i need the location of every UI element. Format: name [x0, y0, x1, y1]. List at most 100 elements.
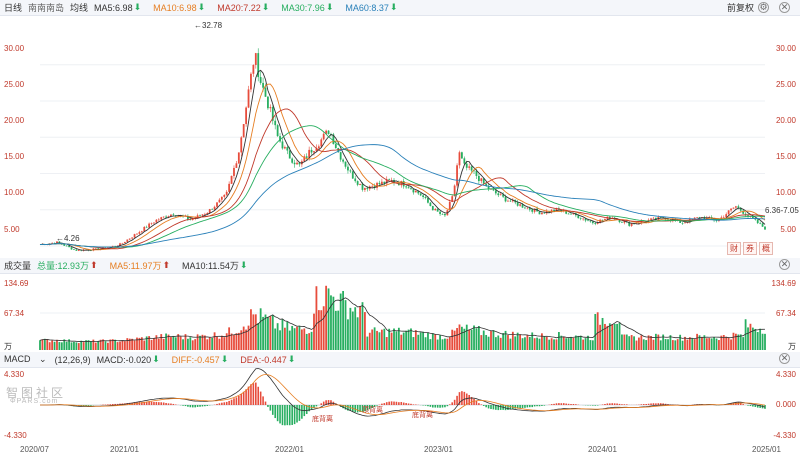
ma-selector[interactable]: 均线: [70, 3, 89, 13]
volume-bar: [286, 321, 289, 350]
macd-chart[interactable]: [0, 368, 800, 442]
price-axis-left-label: 5.00: [4, 225, 20, 234]
macd-bar: [570, 404, 572, 405]
candle-body: [293, 162, 296, 165]
candle-body: [252, 64, 255, 74]
candle-body: [448, 201, 451, 211]
volume-chart[interactable]: [0, 274, 800, 352]
candle-body: [431, 206, 434, 211]
candle-body: [310, 149, 313, 153]
candle-body: [516, 202, 519, 206]
candle-body: [126, 239, 129, 242]
volume-bar: [102, 339, 104, 350]
volume-bar: [596, 312, 599, 350]
volume-bar: [94, 342, 97, 350]
volume-bar: [412, 337, 415, 350]
macd-bar: [504, 405, 507, 411]
price-axis-left-label: 15.00: [4, 152, 25, 161]
candle-body: [579, 218, 582, 219]
price-axis-right-label: 20.00: [775, 116, 796, 125]
volume-title[interactable]: 成交量: [4, 261, 32, 271]
period-selector[interactable]: 日线: [4, 3, 23, 13]
macd-bar: [305, 405, 308, 415]
macd-bar: [218, 403, 221, 405]
candle-body: [184, 216, 187, 217]
candle-body: [388, 179, 391, 180]
volume-bar: [364, 312, 366, 350]
macd-bar: [521, 405, 524, 409]
price-chart[interactable]: [0, 16, 800, 260]
volume-bar: [276, 323, 279, 350]
volume-bar: [536, 337, 538, 350]
volume-bar: [344, 300, 347, 350]
ma5-value: MA5:6.98: [94, 2, 133, 13]
candle-body: [725, 214, 728, 218]
macd-bar: [468, 394, 470, 405]
volume-bar: [245, 329, 248, 350]
macd-bar: [172, 403, 175, 405]
volume-bar: [463, 328, 466, 350]
candle-body: [565, 210, 568, 214]
macd-bar: [204, 405, 206, 407]
candle-body: [453, 185, 456, 197]
macd-bar: [184, 405, 187, 407]
volume-bar: [376, 330, 378, 350]
candle-body: [596, 223, 599, 224]
macd-bar: [424, 405, 427, 406]
volume-bar: [720, 335, 723, 350]
concept-tag[interactable]: 概: [759, 242, 773, 255]
volume-bar: [138, 337, 141, 350]
candle-body: [157, 219, 160, 221]
settings-icon[interactable]: ⚙: [758, 2, 769, 13]
bond-tag[interactable]: 券: [743, 242, 757, 255]
close-icon[interactable]: ✕: [779, 353, 790, 364]
volume-bar: [560, 335, 563, 350]
x-axis-label: 2024/01: [588, 445, 617, 454]
macd-bar: [659, 403, 662, 405]
volume-bar: [390, 332, 393, 350]
volume-bar: [177, 334, 180, 350]
macd-annotation: 顶背离: [362, 407, 383, 414]
volume-bar: [359, 306, 361, 350]
macd-title[interactable]: MACD ⌄: [4, 354, 47, 364]
volume-bar: [51, 340, 54, 350]
candle-body: [315, 148, 318, 152]
close-icon[interactable]: ✕: [779, 2, 790, 13]
volume-bar: [334, 310, 337, 350]
candle-body: [68, 245, 70, 248]
candle-body: [233, 167, 235, 176]
close-icon[interactable]: ✕: [779, 259, 790, 270]
volume-bar: [504, 330, 507, 350]
volume-bar: [715, 338, 718, 350]
macd-bar: [138, 402, 141, 405]
macd-bar: [313, 405, 315, 408]
macd-axis-bottom: -4.330: [4, 431, 27, 440]
candle-body: [371, 186, 374, 187]
macd-params[interactable]: (12,26,9): [54, 354, 91, 365]
macd-bar: [747, 405, 749, 406]
macd-bar: [415, 404, 417, 405]
candle-body: [667, 219, 669, 221]
finance-tag[interactable]: 财: [727, 242, 741, 255]
candle-body: [497, 193, 500, 196]
macd-bar: [647, 403, 650, 405]
volume-bar: [305, 333, 308, 350]
candle-body: [237, 152, 240, 164]
macd-bar: [575, 404, 577, 405]
volume-bar: [710, 338, 713, 350]
volume-bar: [684, 336, 686, 350]
volume-bar: [550, 338, 553, 350]
macd-bar: [276, 405, 279, 422]
macd-bar: [436, 405, 439, 408]
macd-bar: [116, 403, 119, 405]
candle-body: [652, 217, 655, 219]
candle-body: [405, 186, 408, 188]
candle-body: [136, 233, 138, 235]
macd-bar: [562, 403, 565, 405]
adjust-selector[interactable]: 前复权: [726, 3, 754, 13]
macd-bar: [259, 391, 262, 405]
volume-bar: [60, 342, 63, 350]
volume-bar: [298, 326, 301, 350]
volume-bar: [235, 333, 238, 350]
macd-bar: [536, 405, 538, 407]
